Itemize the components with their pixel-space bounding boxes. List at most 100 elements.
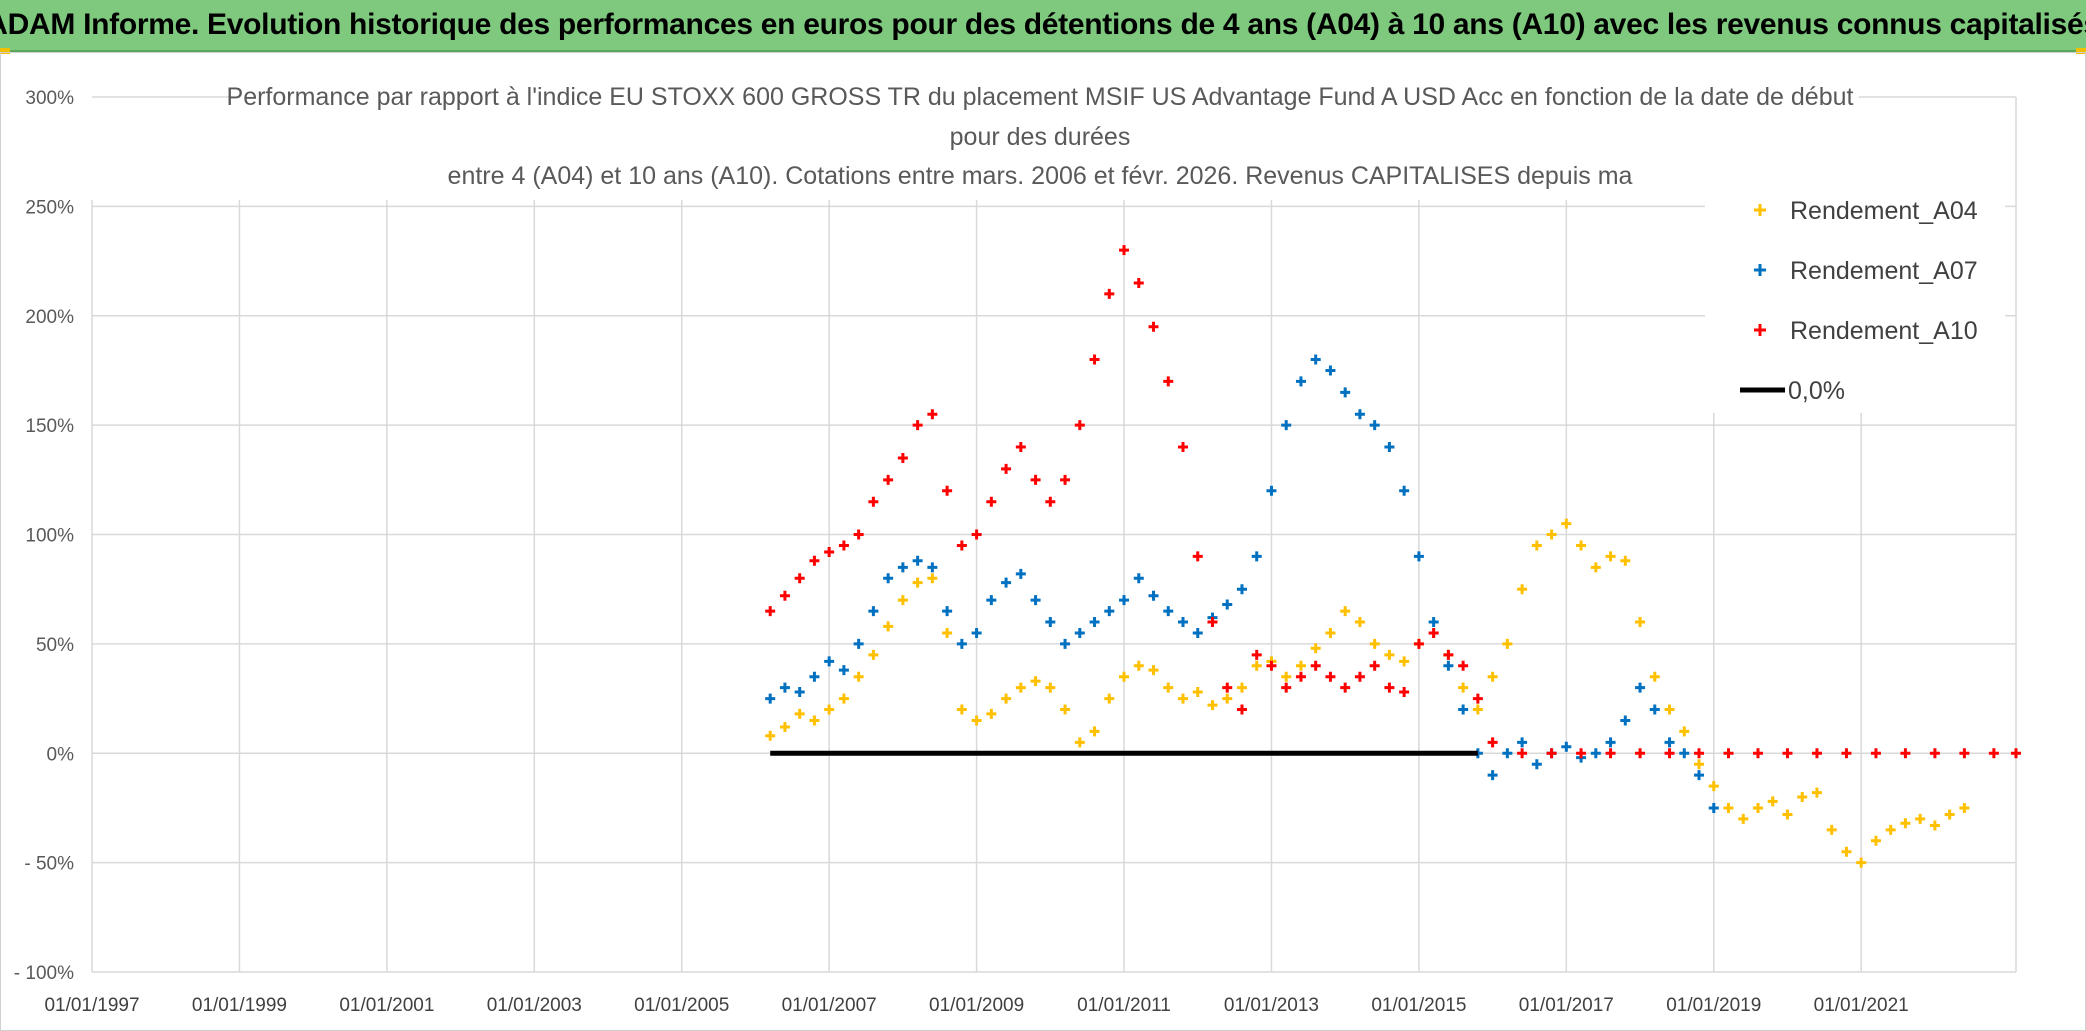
data-point	[1723, 748, 1734, 759]
title-background	[234, 82, 1859, 198]
data-point	[1015, 442, 1026, 452]
data-point	[1251, 649, 1262, 660]
data-point	[1133, 660, 1144, 671]
data-point	[1192, 627, 1203, 638]
legend-entry-label: Rendement_A10	[1790, 317, 1978, 345]
data-point	[1222, 682, 1233, 693]
data-point	[765, 606, 776, 617]
data-point	[1635, 748, 1646, 759]
data-point	[1797, 792, 1808, 802]
data-point	[1399, 687, 1410, 697]
data-point	[1089, 354, 1100, 365]
data-point	[1384, 442, 1395, 452]
data-point	[1443, 660, 1454, 671]
data-point	[1030, 595, 1041, 606]
data-point	[1060, 638, 1071, 649]
data-point	[1664, 704, 1675, 715]
x-tick-label: 01/01/2015	[1371, 995, 1466, 1016]
data-point	[1104, 606, 1115, 617]
data-point	[1694, 770, 1705, 781]
data-point	[779, 722, 790, 732]
data-point	[1163, 376, 1174, 387]
data-point	[1635, 682, 1646, 693]
data-point	[1119, 595, 1130, 606]
data-point	[1295, 660, 1306, 671]
data-point	[1472, 704, 1483, 715]
data-point	[1517, 737, 1528, 748]
data-point	[1369, 638, 1380, 649]
data-point	[1369, 660, 1380, 671]
data-point	[1074, 627, 1085, 638]
data-point	[927, 409, 938, 420]
data-point	[1178, 442, 1188, 452]
data-point	[1030, 474, 1041, 485]
data-point	[1089, 617, 1100, 627]
data-point	[1104, 693, 1115, 704]
data-point	[912, 577, 923, 588]
data-point	[1487, 671, 1498, 682]
data-point	[1148, 590, 1159, 601]
data-point	[1885, 824, 1896, 835]
x-tick-label: 01/01/2017	[1519, 995, 1614, 1016]
data-point	[1605, 551, 1616, 562]
data-point	[1192, 687, 1203, 697]
data-point	[794, 573, 805, 584]
data-point	[853, 638, 864, 649]
data-point	[809, 671, 820, 682]
data-point	[1413, 638, 1424, 649]
data-point	[1074, 737, 1085, 748]
data-point	[1222, 693, 1233, 704]
data-point	[1649, 704, 1660, 715]
data-point	[883, 573, 894, 584]
data-point	[824, 704, 835, 715]
data-point	[1472, 693, 1483, 704]
legend-entry-label: 0,0%	[1788, 377, 1845, 405]
data-point	[1001, 463, 1012, 474]
data-point	[971, 715, 982, 726]
data-point	[1236, 682, 1247, 693]
x-tick-label: 01/01/2005	[634, 995, 729, 1016]
data-point	[1723, 802, 1734, 813]
data-point	[1679, 748, 1690, 759]
data-point	[1561, 518, 1572, 529]
data-point	[2011, 748, 2021, 759]
data-point	[1856, 857, 1867, 868]
data-point	[1561, 741, 1572, 752]
data-point	[1045, 617, 1056, 627]
data-point	[1281, 671, 1292, 682]
x-tick-label: 01/01/2019	[1666, 995, 1761, 1016]
data-point	[853, 529, 864, 540]
data-point	[1487, 770, 1498, 781]
banner-corner-right	[2076, 48, 2086, 54]
data-point	[1325, 671, 1336, 682]
data-point	[1060, 474, 1071, 485]
data-point	[809, 715, 820, 726]
data-point	[1119, 245, 1130, 256]
legend-marker	[1754, 264, 1766, 276]
data-point	[1988, 748, 1999, 759]
data-point	[1399, 656, 1410, 667]
data-point	[1133, 277, 1144, 288]
x-tick-label: 01/01/2021	[1814, 995, 1909, 1016]
y-tick-label: 150%	[25, 416, 74, 437]
data-point	[897, 452, 908, 463]
y-tick-label: 50%	[36, 635, 74, 656]
data-point	[971, 529, 982, 540]
y-tick-label: 300%	[25, 88, 74, 109]
data-point	[1178, 693, 1188, 704]
x-tick-label: 01/01/2007	[782, 995, 877, 1016]
chart-title-line-1: Performance par rapport à l'indice EU ST…	[227, 83, 1854, 111]
axes-layer: 300% 250% 200% 150% 100% 50% 0% - 50% - 100% 01/0…	[14, 88, 1909, 1016]
data-point	[1738, 813, 1749, 824]
data-point	[1192, 551, 1203, 562]
data-point	[1236, 704, 1247, 715]
data-point	[1752, 748, 1763, 759]
data-point	[883, 621, 894, 632]
data-point	[1148, 665, 1159, 676]
data-point	[1251, 551, 1262, 562]
grid-layer	[91, 96, 2017, 973]
y-tick-label: 200%	[25, 307, 74, 328]
data-point	[1236, 584, 1247, 595]
y-tick-label: - 50%	[24, 854, 74, 875]
data-point	[1310, 643, 1321, 654]
